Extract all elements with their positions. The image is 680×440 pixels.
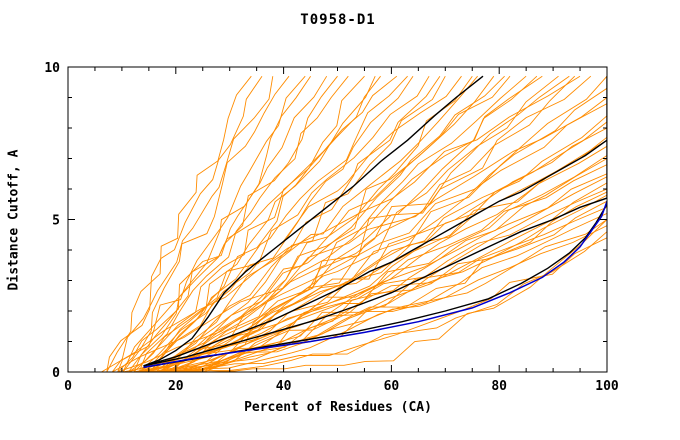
model-curve [106,75,263,372]
y-tick-label: 0 [52,366,60,381]
model-curve [165,75,511,372]
x-tick-label: 60 [384,379,400,394]
x-tick-label: 80 [491,379,507,394]
model-curve [101,75,581,372]
model-curve [160,75,478,372]
model-curve [144,75,381,372]
axis-ticks [67,66,608,373]
model-curve [128,75,365,372]
x-tick-label: 0 [64,379,72,394]
model-curve [176,231,607,372]
model-curve [138,76,376,372]
x-axis-label: Percent of Residues (CA) [244,400,432,415]
highlight-model-1-curve [143,75,484,367]
ensemble-curves [101,75,607,372]
model-curve [133,188,607,372]
model-curve [171,219,607,372]
model-curve [203,121,607,372]
model-curve [117,75,306,372]
model-curve [111,76,274,372]
model-curve [122,75,398,372]
model-curve [181,75,505,372]
model-curve [160,75,441,372]
model-curve [203,75,570,372]
y-axis-label: Distance Cutoff, A [6,149,22,291]
x-tick-label: 20 [168,379,184,394]
model-curve [187,191,607,372]
y-tick-label: 10 [44,61,60,76]
highlight-model-2-curve [143,139,607,367]
x-tick-label: 40 [276,379,292,394]
model-curve [160,75,592,372]
model-curve [122,75,290,372]
x-tick-label: 100 [595,379,619,394]
highlight-model-3-curve [143,76,607,367]
model-curve [128,75,338,372]
model-curve [149,75,408,372]
model-curve [155,75,446,372]
highlight-model-4-curve [143,203,607,369]
model-curve [198,139,607,372]
model-curve [117,103,607,372]
model-curve [155,75,559,372]
model-curve [192,75,538,372]
model-curve [149,75,527,372]
model-curve [106,75,252,372]
plot-border [67,66,608,373]
model-curve [171,75,473,372]
model-curve [111,97,607,372]
y-tick-label: 5 [52,214,60,229]
chart-title: T0958-D1 [300,12,376,28]
model-curve [128,164,607,372]
model-curve [144,173,607,372]
best-model-curve [143,200,607,369]
highlight-curves [143,75,607,369]
model-curve [133,75,430,372]
model-curve [166,200,607,372]
model-curve [122,136,607,372]
model-curve [133,75,311,372]
axis-tick-labels: 0 20 40 60 80 100 0 5 10 [44,61,619,394]
model-curve [138,145,607,372]
